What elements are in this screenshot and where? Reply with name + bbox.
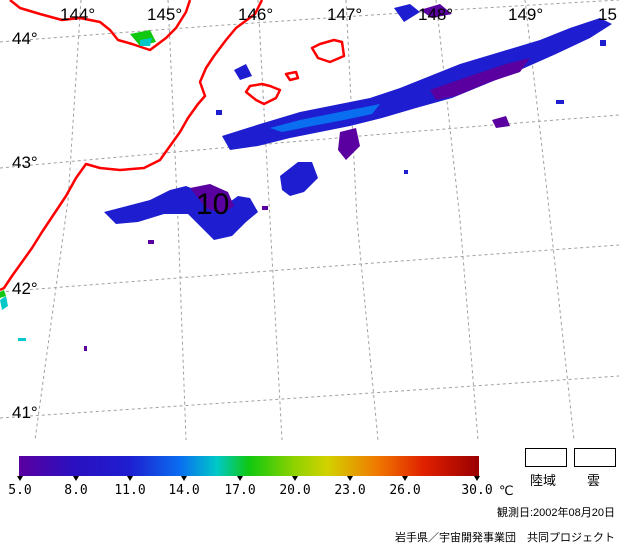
sst-patch-central [338,128,360,160]
longitude-label-149: 149° [508,5,544,24]
colorbar-label-8: 8.0 [64,483,88,498]
colorbar-label-17: 17.0 [224,483,256,498]
colorbar-label-30: 30.0 [461,483,493,498]
sst-patch-south-coast-2 [0,290,6,298]
latitude-label-44: 44° [12,29,38,48]
latitude-label-41: 41° [12,403,38,422]
latitude-line-44 [0,0,619,43]
colorbar-tick-26 [402,476,408,481]
longitude-line-149 [524,0,575,440]
latitude-label-43: 43° [12,153,38,172]
sst-patch-warm-2 [140,38,152,46]
longitude-label-145: 145° [147,5,183,24]
latitude-line-43 [0,114,619,169]
colorbar-label-20: 20.0 [279,483,311,498]
land-legend-swatch [525,448,567,467]
longitude-label-144: 144° [60,5,96,24]
island-coastline [310,38,346,64]
longitude-label-147: 147° [327,5,363,24]
sst-dot-5 [556,100,564,104]
colorbar-label-11: 11.0 [114,483,146,498]
longitude-line-144 [34,0,82,440]
sst-dot-7 [404,170,408,174]
land-legend-label: 陸域 [530,473,557,488]
colorbar-gradient [19,456,479,476]
longitude-label-146: 146° [238,5,274,24]
longitude-label-148: 148° [418,5,454,24]
longitude-line-146 [257,0,283,440]
sst-dot-3 [148,240,154,244]
longitude-line-147 [345,0,379,440]
longitude-line-145 [167,0,187,440]
map-annotation-label: 10 [196,188,230,221]
colorbar-tick-5 [17,476,23,481]
sst-patches [0,4,612,351]
cloud-legend-label: 雲 [587,473,601,488]
colorbar-tick-30 [474,476,480,481]
kunashiri-coastline [244,82,282,106]
map-canvas [0,0,619,440]
credit-line: 岩手県／宇宙開発事業団 共同プロジェクト [395,532,615,544]
longitude-label-150: 15 [598,5,617,24]
hokkaido-coastline [9,0,192,52]
sst-band-east-purple [430,58,530,100]
sst-patch-west [104,186,258,240]
sst-patch-east-small [492,116,510,128]
colorbar-tick-20 [292,476,298,481]
colorbar-tick-17 [237,476,243,481]
colorbar-unit-label: ℃ [499,483,514,498]
colorbar-tick-14 [181,476,187,481]
sst-dot-1 [18,338,26,341]
colorbar-tick-11 [127,476,133,481]
sst-patch-south-coast [0,296,8,310]
sst-patch-mid [280,162,318,196]
observation-date: 観測日:2002年08月20日 [497,507,615,519]
colorbar-label-26: 26.0 [389,483,421,498]
coastline [0,0,346,292]
nemuro-coastline [0,0,264,292]
cloud-legend-swatch [574,448,616,467]
islet-coastline [284,70,300,82]
sst-band-cyan [270,104,380,132]
latitude-line-41 [0,375,619,419]
sst-dot-2 [84,346,87,351]
colorbar-tick-8 [73,476,79,481]
colorbar-label-23: 23.0 [334,483,366,498]
colorbar-label-5: 5.0 [8,483,32,498]
sst-colorbar [19,456,479,476]
sst-dot-4 [216,110,222,115]
latitude-line-42 [0,244,619,293]
sst-patch-northeast [394,4,420,22]
colorbar-label-14: 14.0 [168,483,200,498]
sst-patch-west-purple [190,184,234,214]
colorbar-tick-23 [347,476,353,481]
sst-dot-8 [262,206,268,210]
sst-dot-6 [600,40,606,46]
latitude-label-42: 42° [12,279,38,298]
sst-patch-north-island [234,64,252,80]
sst-patch-northeast-2 [420,4,452,18]
